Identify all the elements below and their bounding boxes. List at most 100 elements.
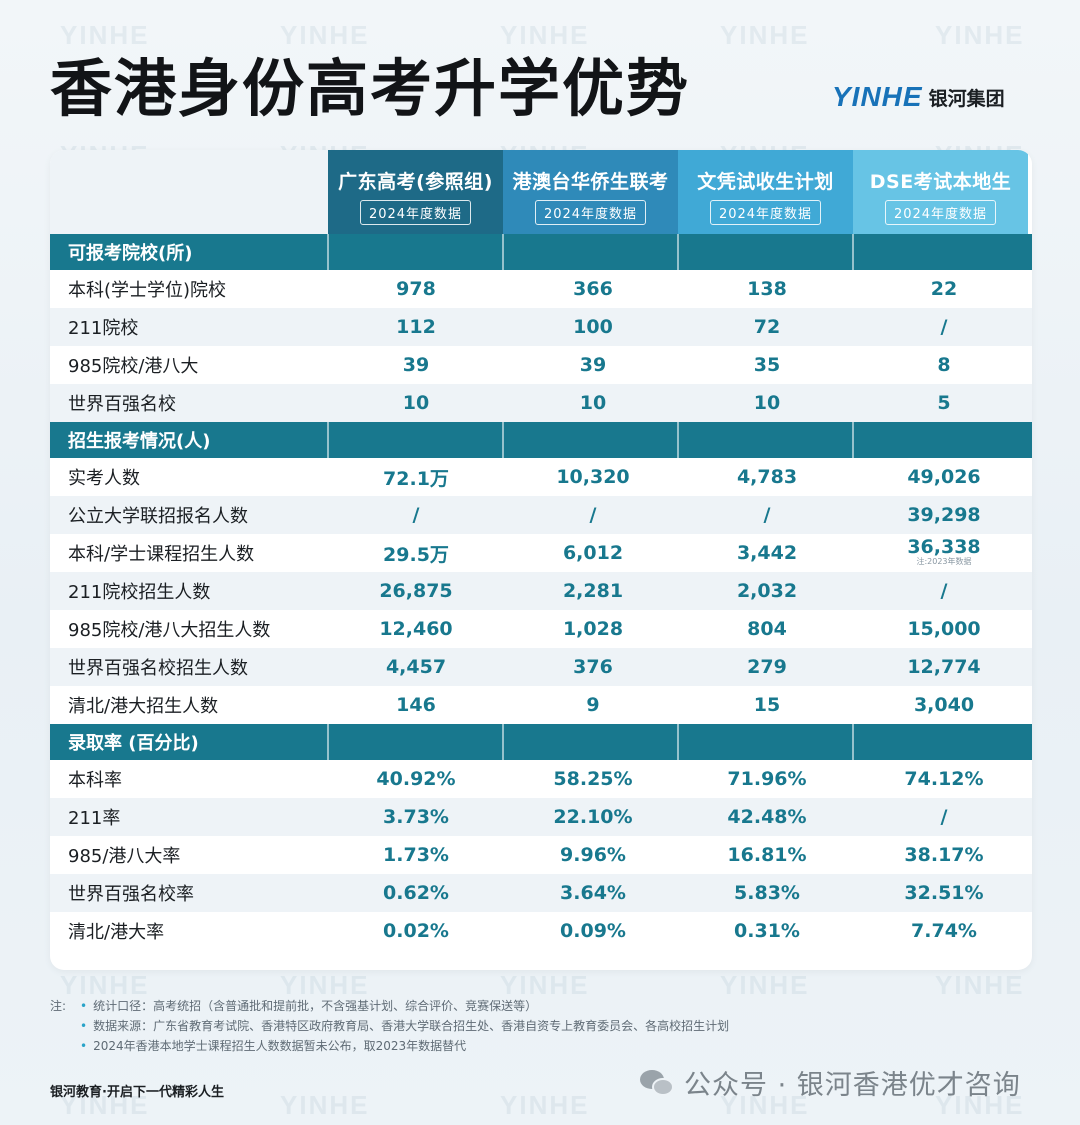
wechat-account: 公众号 · 银河香港优才咨询 [640,1063,1021,1102]
cell-value: 9 [586,694,600,716]
table-cell: 2,032 [680,580,855,602]
cell-value: 39 [402,354,430,376]
cell-value: 9.96% [560,844,626,866]
table-cell: 376 [506,656,681,678]
section-divider [327,422,329,458]
table-cell: 15,000 [857,618,1032,640]
table-cell: 36,338 注:2023年数据 [857,536,1032,566]
table-cell: 279 [680,656,855,678]
yinhe-logo: YINHE [832,81,923,112]
cell-value: 3.73% [383,806,449,828]
table-cell: 3.64% [506,882,681,904]
table-cell: 10 [506,392,681,414]
table-cell: 10,320 [506,466,681,488]
column-year-tag: 2024年度数据 [709,200,822,225]
cell-value: 26,875 [379,580,453,602]
cell-value: 35 [753,354,781,376]
table-cell: 10 [680,392,855,414]
section-divider [677,724,679,760]
cell-value: 7.74% [911,920,977,942]
table-row: 211院校招生人数 26,875 2,281 2,032 / [50,572,1032,610]
column-year-tag: 2024年度数据 [534,200,647,225]
column-header: 广东高考(参照组) 2024年度数据 [328,150,503,234]
table-cell: 15 [680,694,855,716]
cell-value: 4,783 [736,466,798,488]
cell-value: 366 [573,278,613,300]
table-row: 985院校/港八大招生人数 12,460 1,028 804 15,000 [50,610,1032,648]
row-label: 清北/港大率 [68,922,165,943]
cell-value: 112 [396,316,436,338]
section-header: 录取率 (百分比) [50,724,1032,760]
cell-value: 6,012 [562,542,624,564]
watermark-text: YINHE [720,970,810,1000]
section-divider [327,234,329,270]
cell-value: 49,026 [907,466,981,488]
cell-value: / [589,504,597,526]
table-cell: 9.96% [506,844,681,866]
section-divider [502,422,504,458]
row-label: 世界百强名校招生人数 [68,658,248,679]
table-row: 本科率 40.92% 58.25% 71.96% 74.12% [50,760,1032,798]
cell-value: 0.09% [560,920,626,942]
table-row: 211院校 112 100 72 / [50,308,1032,346]
cell-value: 72.1万 [383,467,449,490]
section-divider [677,234,679,270]
cell-value: 5.83% [734,882,800,904]
cell-value: / [763,504,771,526]
cell-value: / [940,806,948,828]
watermark-text: YINHE [280,1090,370,1120]
table-row: 世界百强名校招生人数 4,457 376 279 12,774 [50,648,1032,686]
cell-value: 39 [579,354,607,376]
table-cell: 978 [329,278,504,300]
cell-value: / [940,316,948,338]
row-label: 公立大学联招报名人数 [68,506,248,527]
cell-value: 138 [747,278,787,300]
table-cell: 42.48% [680,806,855,828]
column-header: 文凭试收生计划 2024年度数据 [678,150,853,234]
table-cell: 0.31% [680,920,855,942]
cell-value: 22 [930,278,958,300]
table-cell: 58.25% [506,768,681,790]
cell-value: 10,320 [556,466,630,488]
row-label: 本科(学士学位)院校 [68,280,227,301]
slogan: 银河教育·开启下一代精彩人生 [50,1085,224,1100]
table-cell: 49,026 [857,466,1032,488]
row-label: 本科率 [68,770,122,791]
table-cell: 366 [506,278,681,300]
row-label: 211院校 [68,318,139,339]
table-cell: 32.51% [857,882,1032,904]
cell-value: 58.25% [553,768,633,790]
table-row: 清北/港大率 0.02% 0.09% 0.31% 7.74% [50,912,1032,950]
table-row: 实考人数 72.1万 10,320 4,783 49,026 [50,458,1032,496]
column-header: 港澳台华侨生联考 2024年度数据 [503,150,678,234]
table-cell: / [857,806,1032,828]
column-title: DSE考试本地生 [869,171,1012,193]
cell-value: 72 [753,316,781,338]
note-item: 数据来源：广东省教育考试院、香港特区政府教育局、香港大学联合招生处、香港自资专上… [80,1016,729,1036]
row-label: 985/港八大率 [68,846,181,867]
row-label: 世界百强名校 [68,394,176,415]
watermark-text: YINHE [935,20,1025,50]
table-cell: 16.81% [680,844,855,866]
table-cell: 1,028 [506,618,681,640]
table-cell: 29.5万 [329,540,504,567]
footnotes: 注: 统计口径：高考统招（含普通批和提前批，不含强基计划、综合评价、竞赛保送等）… [50,996,729,1056]
section-divider [677,422,679,458]
cell-value: 804 [747,618,787,640]
row-label: 清北/港大招生人数 [68,696,219,717]
table-cell: 71.96% [680,768,855,790]
table-row: 世界百强名校 10 10 10 5 [50,384,1032,422]
table-cell: 5.83% [680,882,855,904]
cell-value: 71.96% [727,768,807,790]
cell-value: 5 [937,392,951,414]
cell-value: 10 [753,392,781,414]
cell-value: 376 [573,656,613,678]
table-cell: 804 [680,618,855,640]
cell-value: 1.73% [383,844,449,866]
cell-value: 74.12% [904,768,984,790]
table-cell: 40.92% [329,768,504,790]
table-cell: 3,040 [857,694,1032,716]
table-cell: 2,281 [506,580,681,602]
column-title: 文凭试收生计划 [697,171,834,193]
table-cell: / [680,504,855,526]
